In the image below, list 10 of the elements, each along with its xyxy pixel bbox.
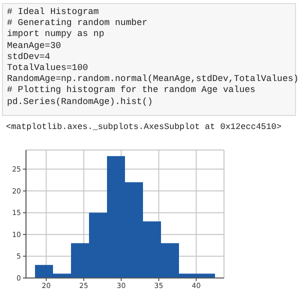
text: # Generating random number [7, 18, 148, 30]
text: stdDev=4 [7, 52, 52, 64]
text: # Plotting histogram for the random Age values [7, 85, 256, 97]
text: pd.Series(RandomAge).hist() [7, 96, 154, 108]
text: import numpy as np [7, 29, 106, 41]
text: TotalValues=100 [7, 63, 90, 74]
text: RandomAge=np.random.normal(MeanAge,stdDev,TotalValues) [7, 74, 299, 86]
text: # Ideal Histogram [7, 7, 100, 18]
text: <matplotlib.axes._subplots.AxesSubplot at 0x12ecc4510> [6, 122, 282, 132]
text: MeanAge=30 [7, 40, 62, 52]
